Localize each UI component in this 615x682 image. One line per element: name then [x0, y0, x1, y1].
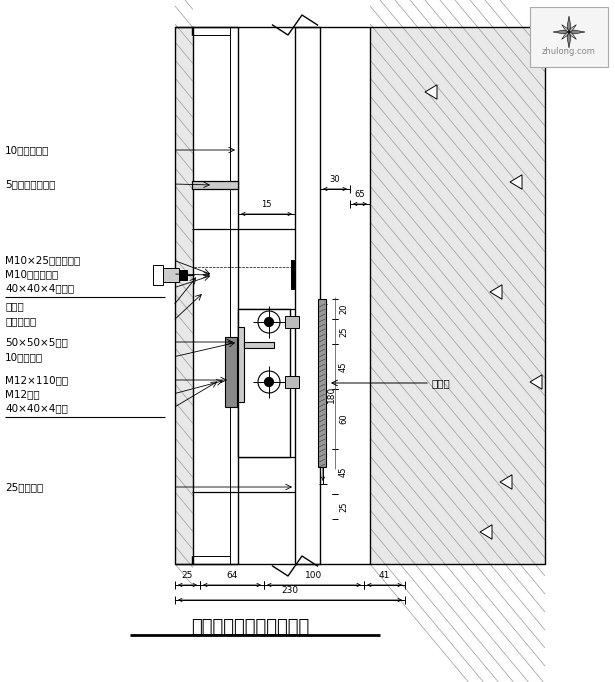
- Text: 180: 180: [327, 385, 336, 402]
- Polygon shape: [553, 30, 569, 34]
- Polygon shape: [490, 285, 502, 299]
- Bar: [179, 270, 187, 280]
- Text: 10号槽钢立柱: 10号槽钢立柱: [5, 145, 49, 155]
- Bar: [153, 265, 163, 285]
- Text: M10×25不锈钢螺栓: M10×25不锈钢螺栓: [5, 255, 80, 265]
- Polygon shape: [567, 16, 571, 32]
- Text: 耐候胶: 耐候胶: [5, 301, 24, 311]
- Text: 10厚钢垫板: 10厚钢垫板: [5, 352, 43, 362]
- Bar: [530, 7, 608, 67]
- Text: 40×40×4方垫片: 40×40×4方垫片: [5, 283, 74, 293]
- Polygon shape: [569, 30, 585, 34]
- Text: 100: 100: [306, 571, 323, 580]
- Bar: [244, 342, 274, 348]
- Text: 45: 45: [339, 361, 348, 372]
- Text: 干挂石材竖向节点大样图: 干挂石材竖向节点大样图: [191, 618, 309, 636]
- Text: 40×40×4垫片: 40×40×4垫片: [5, 403, 68, 413]
- Text: 45: 45: [339, 466, 348, 477]
- Bar: [370, 27, 545, 564]
- Text: 泡沫胶填充: 泡沫胶填充: [5, 316, 36, 326]
- Bar: [192, 181, 238, 189]
- Polygon shape: [480, 525, 492, 539]
- Text: 25: 25: [182, 571, 193, 580]
- Polygon shape: [567, 32, 571, 48]
- Bar: [225, 337, 237, 407]
- Text: 25: 25: [339, 501, 348, 512]
- Text: 64: 64: [226, 571, 237, 580]
- Text: 25: 25: [339, 326, 348, 337]
- Circle shape: [264, 318, 274, 327]
- Bar: [238, 327, 244, 402]
- Bar: [230, 27, 238, 564]
- Text: 5厚钢板拼接芯套: 5厚钢板拼接芯套: [5, 179, 55, 189]
- Text: M12×110螺栓: M12×110螺栓: [5, 375, 68, 385]
- Bar: [238, 309, 290, 457]
- Bar: [175, 27, 193, 564]
- Bar: [370, 27, 545, 564]
- Text: M12螺母: M12螺母: [5, 389, 39, 399]
- Bar: [163, 268, 179, 282]
- Polygon shape: [569, 25, 576, 32]
- Text: 20: 20: [339, 303, 348, 314]
- Text: 15: 15: [261, 200, 272, 209]
- Bar: [175, 27, 193, 564]
- Bar: [291, 260, 296, 290]
- Polygon shape: [530, 375, 542, 389]
- Text: 30: 30: [330, 175, 340, 184]
- Text: 230: 230: [282, 586, 298, 595]
- Text: 60: 60: [339, 414, 348, 424]
- Bar: [318, 299, 326, 467]
- Text: zhulong.com: zhulong.com: [542, 48, 596, 57]
- Polygon shape: [500, 475, 512, 489]
- Polygon shape: [561, 32, 569, 40]
- Text: 65: 65: [355, 190, 365, 199]
- Polygon shape: [510, 175, 522, 189]
- Text: 预埋件: 预埋件: [432, 378, 451, 388]
- Polygon shape: [425, 85, 437, 99]
- Bar: [285, 316, 299, 328]
- Text: 41: 41: [379, 571, 390, 580]
- Text: 50×50×5角钢: 50×50×5角钢: [5, 337, 68, 347]
- Polygon shape: [569, 32, 576, 40]
- Text: 25厚微晶石: 25厚微晶石: [5, 482, 43, 492]
- Circle shape: [264, 378, 274, 387]
- Text: M10不锈钢螺母: M10不锈钢螺母: [5, 269, 58, 279]
- Polygon shape: [561, 25, 569, 32]
- Bar: [295, 27, 320, 564]
- Bar: [285, 376, 299, 388]
